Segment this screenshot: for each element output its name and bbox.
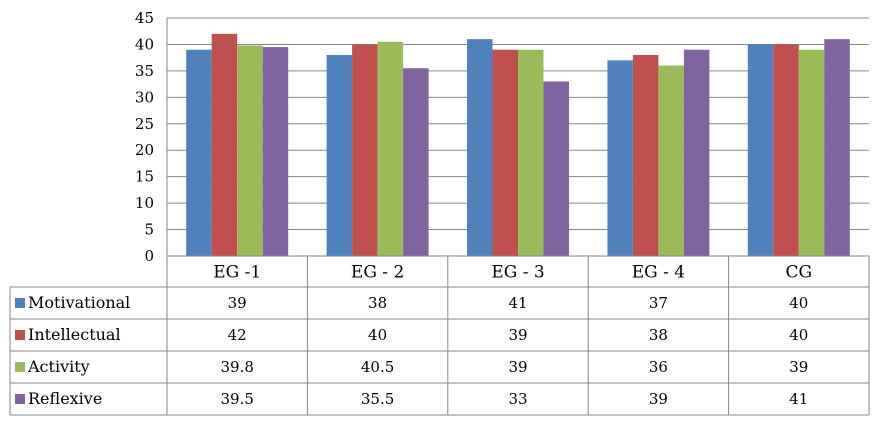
bar-activity-3: [518, 49, 544, 256]
bar-reflexive-4: [683, 49, 710, 256]
table-cell: 40: [789, 294, 808, 312]
bar-motivational-1: [186, 49, 212, 256]
y-axis: 0 5 10 15 20 25 30 35 40 45: [135, 9, 168, 265]
table-cell: 38: [649, 326, 668, 344]
legend-key-motivational: [15, 298, 25, 308]
bar-intellectual-4: [632, 55, 659, 257]
bars: [186, 33, 850, 257]
table-cell: 39: [228, 294, 247, 312]
bar-activity-1: [237, 45, 263, 256]
y-tick-label: 25: [135, 115, 154, 133]
category-label: EG - 3: [491, 263, 544, 283]
bar-intellectual-2: [352, 44, 378, 256]
bar-motivational-4: [607, 60, 633, 256]
table-cell: 37: [649, 294, 668, 312]
series-name: Reflexive: [28, 389, 102, 408]
y-tick-label: 5: [144, 221, 154, 239]
bar-reflexive-2: [403, 68, 429, 256]
y-tick-label: 0: [144, 247, 154, 265]
y-tick-label: 45: [135, 9, 154, 27]
bar-reflexive-5: [824, 39, 850, 257]
data-table: EG -1 EG - 2 EG - 3 EG - 4 CG Motivational 39 3…: [9, 255, 870, 416]
bar-motivational-2: [326, 55, 353, 257]
bar-reflexive-1: [262, 47, 289, 256]
bar-intellectual-5: [773, 44, 799, 256]
bar-activity-4: [658, 65, 684, 256]
table-cell: 36: [649, 358, 668, 376]
table-cell: 40: [789, 326, 808, 344]
table-cell: 42: [228, 326, 247, 344]
bar-motivational-3: [467, 39, 493, 257]
table-cell: 33: [508, 390, 527, 408]
legend-key-reflexive: [15, 394, 25, 404]
table-cell: 39: [649, 390, 668, 408]
category-label: CG: [786, 263, 813, 283]
legend-key-activity: [15, 362, 25, 372]
table-cell: 39: [789, 358, 808, 376]
y-tick-label: 15: [135, 168, 154, 186]
bar-reflexive-3: [543, 81, 569, 256]
series-name: Motivational: [28, 293, 130, 312]
y-tick-label: 30: [135, 88, 154, 106]
table-cell: 41: [508, 294, 527, 312]
category-label: EG -1: [213, 263, 261, 283]
table-cell: 39.8: [220, 358, 253, 376]
y-tick-label: 10: [135, 194, 154, 212]
table-cell: 41: [789, 390, 808, 408]
table-cell: 40.5: [361, 358, 394, 376]
table-cell: 35.5: [361, 390, 394, 408]
series-name: Intellectual: [28, 325, 121, 344]
bar-intellectual-1: [211, 33, 238, 256]
category-label: EG - 4: [632, 263, 685, 283]
table-cell: 39: [508, 358, 527, 376]
bar-motivational-5: [747, 44, 774, 256]
y-tick-label: 35: [135, 62, 154, 80]
y-tick-label: 20: [135, 141, 154, 159]
series-name: Activity: [27, 357, 90, 376]
table-cell: 40: [368, 326, 387, 344]
bar-activity-5: [798, 49, 825, 256]
table-cell: 39: [508, 326, 527, 344]
legend-key-intellectual: [15, 330, 25, 340]
y-tick-label: 40: [135, 35, 154, 53]
bar-activity-2: [377, 41, 404, 256]
table-cell: 39.5: [220, 390, 253, 408]
bar-intellectual-3: [492, 49, 518, 256]
table-cell: 38: [368, 294, 387, 312]
category-label: EG - 2: [351, 263, 404, 283]
